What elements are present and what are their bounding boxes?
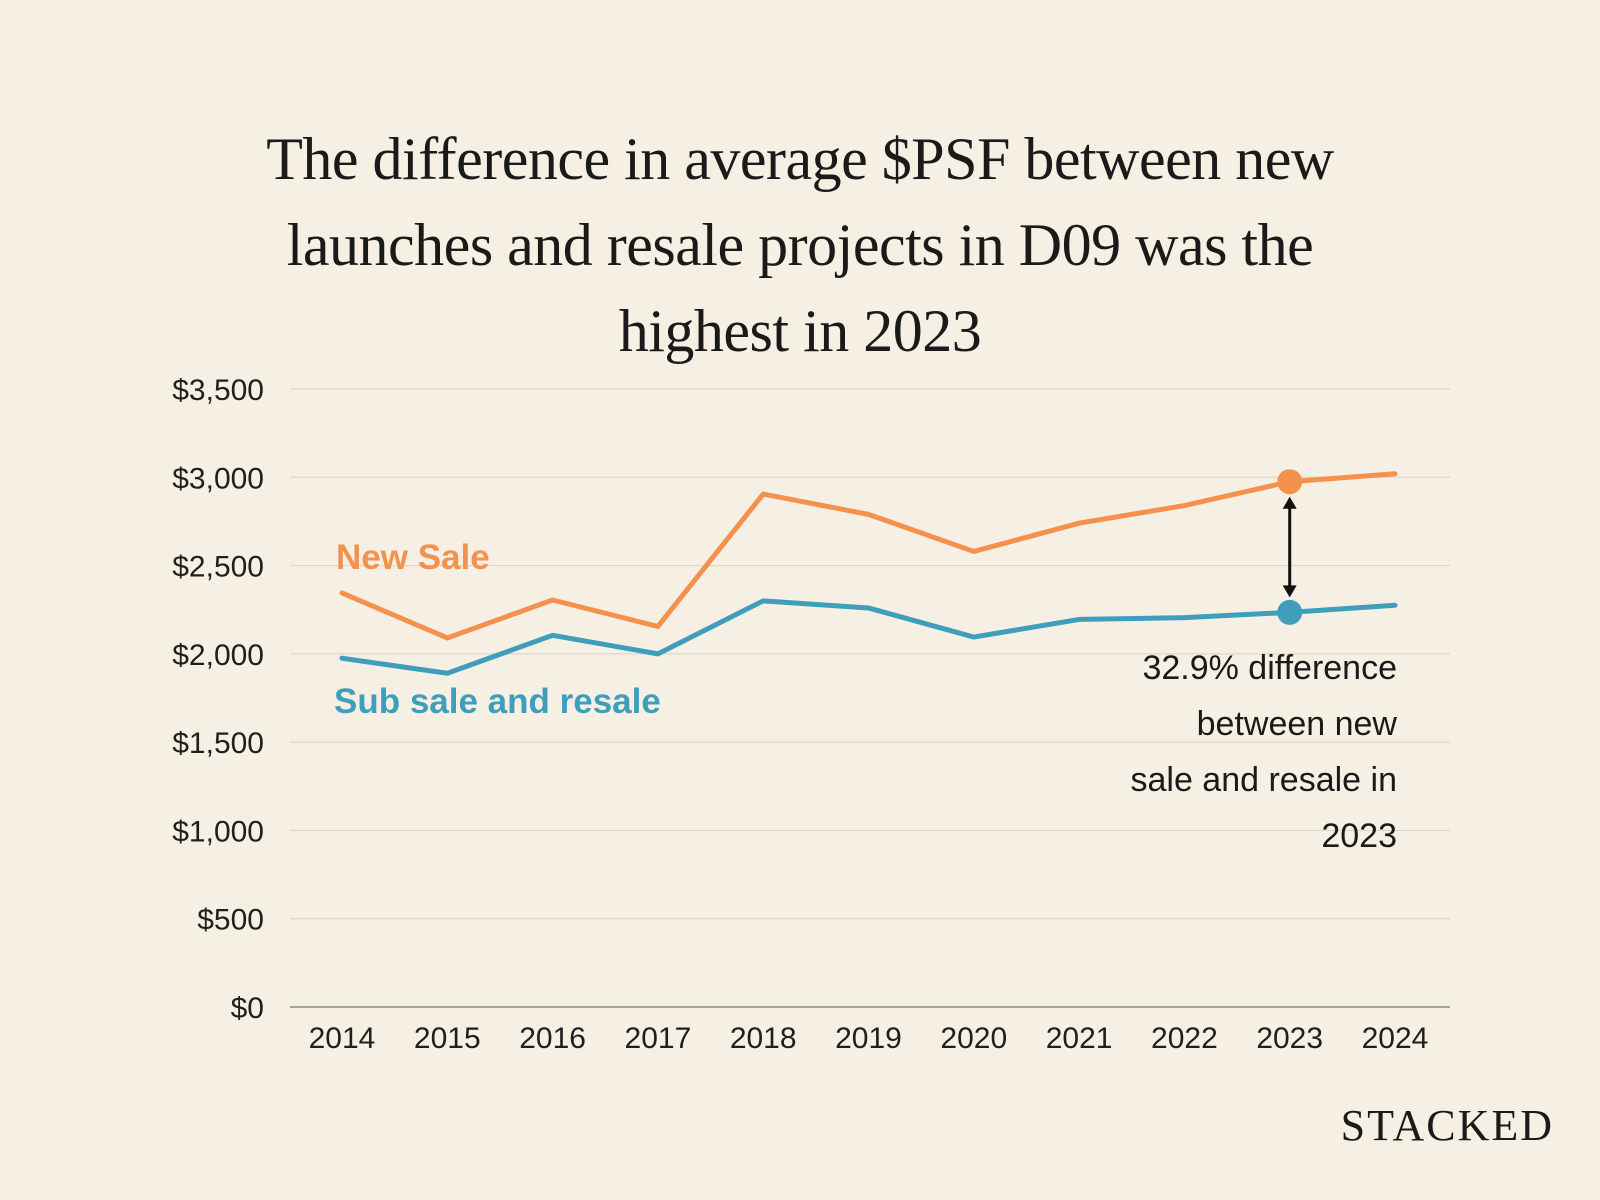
annotation-line-1: 32.9% difference xyxy=(1142,649,1397,687)
series-lines xyxy=(339,469,1398,676)
y-axis-ticks: $0 $500 $1,000 $1,500 $2,000 $2,500 $3,000 $3,5… xyxy=(172,374,264,1025)
y-tick-label: $1,500 xyxy=(172,727,264,760)
y-tick-label: $1,000 xyxy=(172,815,264,848)
grid-lines xyxy=(290,388,1450,1008)
chart-title-line-3: highest in 2023 xyxy=(618,298,982,364)
x-tick-label: 2018 xyxy=(730,1022,797,1055)
chart-title-line-2: launches and resale projects in D09 was … xyxy=(286,212,1314,278)
annotation-line-4: 2023 xyxy=(1321,817,1397,855)
y-tick-label: $2,000 xyxy=(172,639,264,672)
y-tick-label: $3,500 xyxy=(172,374,264,407)
difference-annotation: 32.9% difference between new sale and re… xyxy=(1037,640,1397,864)
resale-line xyxy=(339,598,1398,676)
chart-title-line-1: The difference in average $PSF between n… xyxy=(266,126,1334,192)
x-tick-label: 2015 xyxy=(414,1022,481,1055)
annotation-line-3: sale and resale in xyxy=(1130,761,1397,799)
new-sale-line xyxy=(339,471,1398,641)
x-tick-label: 2022 xyxy=(1151,1022,1218,1055)
x-tick-label: 2014 xyxy=(309,1022,376,1055)
chart-title: The difference in average $PSF between n… xyxy=(150,116,1450,374)
x-tick-label: 2020 xyxy=(940,1022,1007,1055)
resale-highlight-point xyxy=(1277,599,1303,625)
new-sale-label: New Sale xyxy=(336,538,490,577)
y-tick-label: $0 xyxy=(231,992,264,1025)
x-tick-label: 2016 xyxy=(519,1022,586,1055)
new-sale-highlight-point xyxy=(1277,469,1303,495)
brand-logo: STACKED xyxy=(1340,1101,1554,1150)
x-tick-label: 2024 xyxy=(1362,1022,1429,1055)
y-tick-label: $3,000 xyxy=(172,462,264,495)
resale-label: Sub sale and resale xyxy=(334,682,661,721)
x-tick-label: 2019 xyxy=(835,1022,902,1055)
x-tick-label: 2023 xyxy=(1256,1022,1323,1055)
x-axis-ticks: 2014 2015 2016 2017 2018 2019 2020 2021 2022 2023… xyxy=(309,1022,1429,1055)
annotation-line-2: between new xyxy=(1196,705,1397,743)
x-tick-label: 2017 xyxy=(625,1022,692,1055)
y-tick-label: $2,500 xyxy=(172,551,264,584)
series-labels: New Sale Sub sale and resale xyxy=(334,538,661,721)
difference-arrow xyxy=(1282,496,1297,598)
y-tick-label: $500 xyxy=(197,904,264,937)
arrow-head-up xyxy=(1282,496,1297,509)
arrow-head-down xyxy=(1282,585,1297,598)
x-tick-label: 2021 xyxy=(1046,1022,1113,1055)
